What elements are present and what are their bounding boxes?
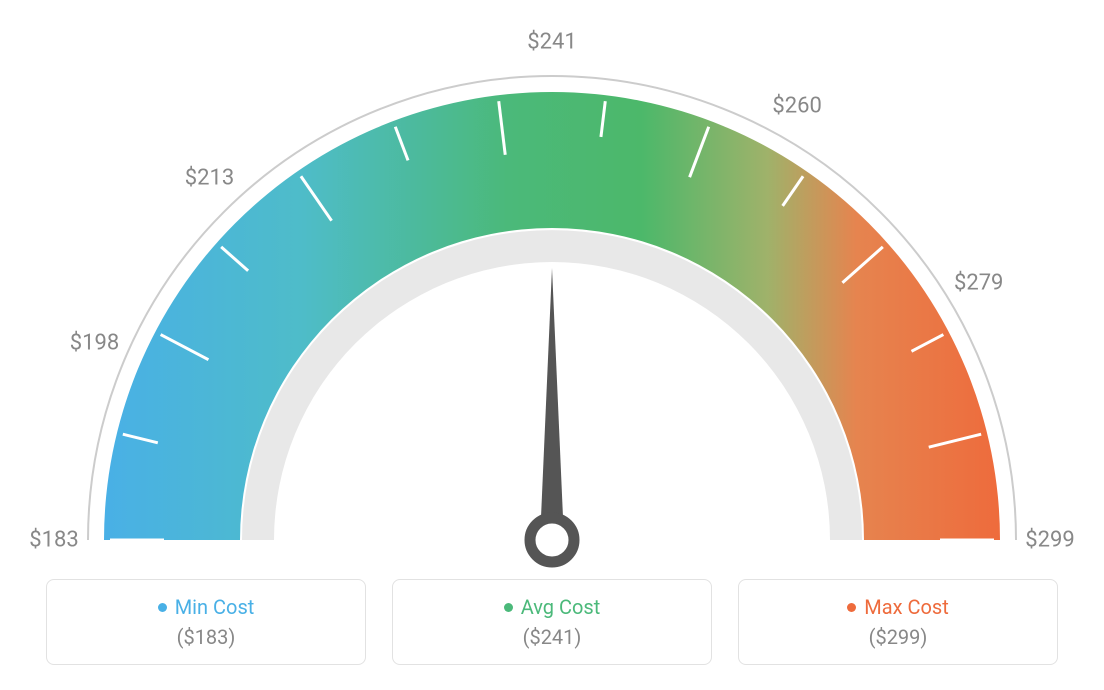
gauge-tick-label: $260 (772, 94, 821, 119)
gauge-svg (42, 10, 1062, 570)
legend-avg-dot (504, 603, 513, 612)
gauge-needle-hub (530, 518, 574, 562)
cost-gauge: $183$198$213$241$260$279$299 (42, 10, 1062, 570)
gauge-tick-label: $241 (527, 30, 576, 55)
gauge-tick-label: $279 (954, 271, 1003, 296)
legend-avg-value: ($241) (523, 625, 582, 649)
legend-min-value: ($183) (177, 625, 236, 649)
legend-max-value: ($299) (869, 625, 928, 649)
gauge-needle (540, 268, 564, 540)
gauge-tick-label: $299 (1025, 528, 1074, 553)
gauge-tick-label: $198 (70, 331, 119, 356)
legend-max: Max Cost ($299) (738, 579, 1058, 665)
legend-avg-label: Avg Cost (521, 595, 601, 619)
legend-max-title: Max Cost (847, 595, 949, 619)
legend-min-label: Min Cost (175, 595, 255, 619)
legend-avg: Avg Cost ($241) (392, 579, 712, 665)
legend-max-dot (847, 603, 856, 612)
legend-min-dot (158, 603, 167, 612)
legend-max-label: Max Cost (864, 595, 949, 619)
legend-min: Min Cost ($183) (46, 579, 366, 665)
gauge-tick-label: $183 (29, 528, 78, 553)
legend-avg-title: Avg Cost (504, 595, 601, 619)
legend-min-title: Min Cost (158, 595, 255, 619)
gauge-tick-label: $213 (185, 166, 234, 191)
legend-row: Min Cost ($183) Avg Cost ($241) Max Cost… (46, 579, 1058, 665)
